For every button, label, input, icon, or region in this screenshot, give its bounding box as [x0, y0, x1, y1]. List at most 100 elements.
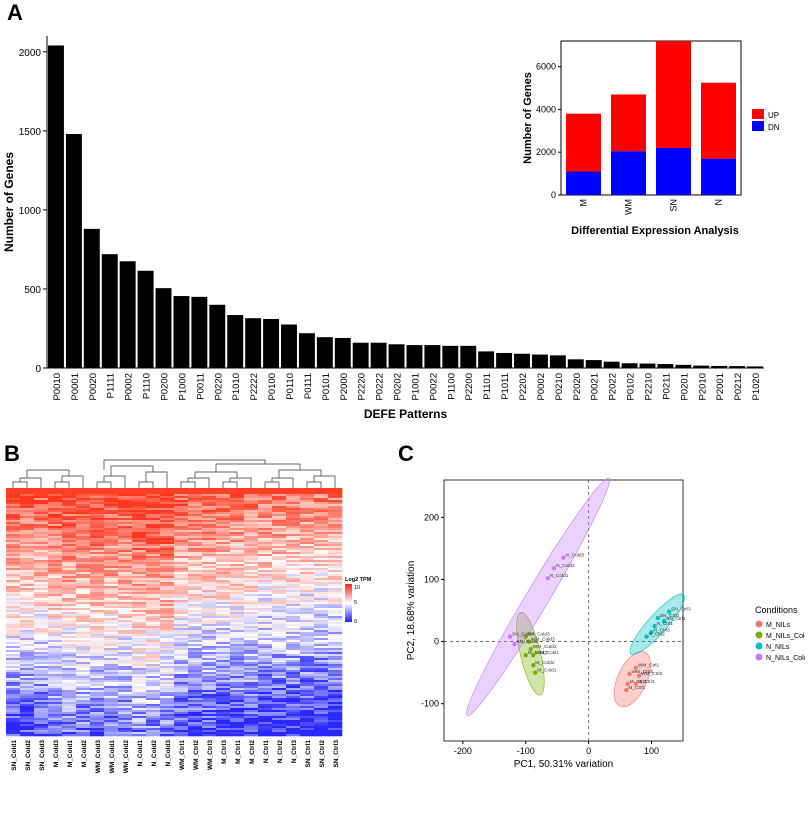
heatmap-cell	[314, 574, 329, 577]
heatmap-cell	[328, 652, 343, 655]
heatmap-cell	[90, 658, 105, 661]
heatmap-cell	[244, 662, 259, 665]
heatmap-cell	[328, 508, 343, 511]
heatmap-cell	[90, 676, 105, 679]
heatmap-cell	[300, 594, 315, 597]
heatmap-cell	[90, 498, 105, 501]
heatmap-cell	[34, 692, 49, 695]
heatmap-cell	[20, 642, 35, 645]
heatmap-cell	[118, 612, 133, 615]
heatmap-cell	[300, 502, 315, 505]
heatmap-cell	[272, 604, 287, 607]
heatmap-cell	[132, 536, 147, 539]
heatmap-cell	[314, 580, 329, 583]
heatmap-cell	[118, 588, 133, 591]
heatmap-cell	[160, 628, 175, 631]
x-tick-label: P0200	[160, 373, 171, 400]
heatmap-cell	[104, 554, 119, 557]
heatmap-cell	[104, 516, 119, 519]
heatmap-cell	[272, 666, 287, 669]
heatmap-cell	[258, 660, 273, 663]
heatmap-cell	[188, 522, 203, 525]
heatmap-cell	[160, 516, 175, 519]
heatmap-cell	[48, 534, 63, 537]
heatmap-cell	[6, 552, 21, 555]
heatmap-cell	[188, 644, 203, 647]
heatmap-cell	[146, 708, 161, 711]
heatmap-cell	[300, 580, 315, 583]
heatmap-cell	[34, 542, 49, 545]
dendrogram-link	[278, 469, 322, 478]
heatmap-cell	[244, 636, 259, 639]
heatmap-cell	[20, 594, 35, 597]
heatmap-cell	[216, 634, 231, 637]
heatmap-cell	[202, 588, 217, 591]
heatmap-cell	[272, 700, 287, 703]
heatmap-cell	[272, 696, 287, 699]
heatmap-cell	[90, 648, 105, 651]
heatmap-cell	[230, 496, 245, 499]
heatmap-cell	[62, 660, 77, 663]
heatmap-cell	[76, 726, 91, 729]
heatmap-cell	[230, 636, 245, 639]
heatmap-cell	[146, 504, 161, 507]
heatmap-cell	[314, 728, 329, 731]
heatmap-cell	[48, 584, 63, 587]
heatmap-cell	[258, 566, 273, 569]
heatmap-cell	[146, 492, 161, 495]
heatmap-cell	[20, 568, 35, 571]
heatmap-cell	[76, 566, 91, 569]
heatmap-cell	[258, 592, 273, 595]
heatmap-cell	[20, 692, 35, 695]
heatmap-cell	[62, 488, 77, 491]
heatmap-cell	[286, 636, 301, 639]
heatmap-cell	[258, 688, 273, 691]
pca-point-label: M_Ctrl2	[630, 679, 647, 685]
heatmap-cell	[286, 618, 301, 621]
heatmap-cell	[62, 654, 77, 657]
heatmap-cell	[314, 592, 329, 595]
heatmap-cell	[34, 560, 49, 563]
heatmap-cell	[202, 722, 217, 725]
heatmap-cell	[146, 710, 161, 713]
heatmap-cell	[188, 506, 203, 509]
heatmap-cell	[202, 660, 217, 663]
dendrogram-link	[180, 481, 196, 488]
heatmap-cell	[258, 706, 273, 709]
heatmap-cell	[34, 562, 49, 565]
heatmap-cell	[76, 626, 91, 629]
heatmap-cell	[314, 552, 329, 555]
heatmap-cell	[62, 500, 77, 503]
heatmap-cell	[188, 606, 203, 609]
dn-bar	[701, 158, 736, 195]
heatmap-cell	[104, 586, 119, 589]
heatmap-cell	[216, 696, 231, 699]
heatmap-cell	[104, 710, 119, 713]
heatmap-cell	[76, 582, 91, 585]
heatmap-cell	[202, 516, 217, 519]
heatmap-cell	[76, 656, 91, 659]
heatmap-cell	[104, 492, 119, 495]
heatmap-cell	[174, 618, 189, 621]
heatmap-cell	[6, 514, 21, 517]
heatmap-cell	[314, 662, 329, 665]
heatmap-cell	[90, 540, 105, 543]
heatmap-cell	[76, 676, 91, 679]
heatmap-cell	[244, 516, 259, 519]
heatmap-cell	[272, 734, 287, 737]
heatmap-cell	[244, 554, 259, 557]
heatmap-cell	[272, 730, 287, 733]
heatmap-cell	[188, 626, 203, 629]
heatmap-cell	[230, 524, 245, 527]
heatmap-cell	[20, 588, 35, 591]
heatmap-cell	[90, 588, 105, 591]
heatmap-cell	[6, 518, 21, 521]
heatmap-cell	[6, 578, 21, 581]
heatmap-cell	[272, 632, 287, 635]
heatmap-cell	[146, 698, 161, 701]
heatmap-cell	[286, 594, 301, 597]
heatmap-cell	[118, 606, 133, 609]
heatmap-cell	[62, 602, 77, 605]
heatmap-cell	[132, 704, 147, 707]
heatmap-cell	[132, 666, 147, 669]
